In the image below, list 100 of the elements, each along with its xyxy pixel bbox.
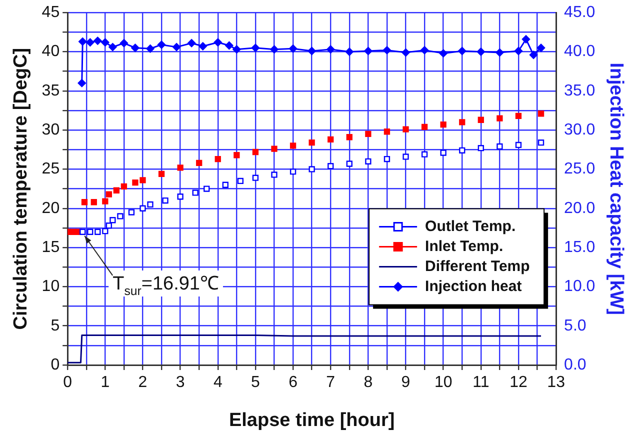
- point: [271, 146, 278, 152]
- point: [536, 44, 546, 52]
- point: [384, 156, 390, 162]
- point: [187, 39, 196, 48]
- y-tick-label: 40: [42, 43, 60, 60]
- point: [365, 130, 372, 138]
- x-tick-label: 2: [138, 374, 148, 392]
- point: [110, 217, 116, 224]
- y-tick-label: 0: [50, 356, 60, 374]
- y-tick-label: 25: [42, 160, 60, 178]
- point: [476, 48, 486, 56]
- point: [158, 170, 165, 177]
- point: [234, 152, 240, 158]
- y-tick-label: 10: [42, 278, 60, 296]
- point: [232, 45, 241, 54]
- point: [364, 46, 372, 56]
- x-tick-label: 4: [213, 374, 222, 392]
- point: [346, 134, 352, 140]
- point: [402, 48, 410, 57]
- x-tick-label: 10: [434, 374, 452, 392]
- point: [271, 172, 278, 178]
- point: [108, 42, 117, 52]
- point: [251, 44, 260, 52]
- point: [120, 39, 128, 48]
- point: [90, 199, 97, 206]
- point: [440, 122, 446, 128]
- point: [346, 160, 352, 167]
- point: [106, 191, 112, 198]
- y2-tick-label: 0.0: [564, 356, 586, 374]
- x-tick-label: 5: [251, 374, 260, 392]
- point: [478, 116, 484, 123]
- point: [94, 228, 101, 235]
- point: [106, 222, 112, 229]
- y2-tick-label: 25.0: [564, 160, 596, 178]
- x-tick-label: 1: [100, 374, 110, 392]
- y-tick-label: 15: [42, 238, 60, 256]
- x-tick-label: 11: [472, 374, 490, 392]
- point: [146, 44, 154, 53]
- point: [270, 45, 278, 54]
- point: [225, 41, 234, 50]
- point: [113, 187, 120, 194]
- point: [102, 228, 108, 234]
- y-tick-label: 45: [42, 4, 60, 22]
- point: [308, 166, 315, 172]
- point: [81, 199, 88, 206]
- point: [421, 151, 428, 158]
- point: [288, 44, 298, 53]
- point: [140, 205, 146, 212]
- point: [198, 42, 207, 50]
- point: [382, 46, 392, 54]
- x-tick-label: 6: [288, 374, 298, 392]
- point: [252, 148, 259, 156]
- y-tick-label: 20: [42, 200, 60, 217]
- point: [496, 115, 503, 122]
- point: [80, 228, 86, 235]
- x-tick-label: 13: [547, 374, 566, 392]
- legend-label: Inlet Temp.: [425, 238, 504, 255]
- y-axis-title: Circulation temperature [DegC]: [10, 48, 32, 330]
- point: [478, 145, 484, 152]
- point: [78, 37, 87, 46]
- point: [496, 48, 504, 57]
- point: [308, 46, 316, 56]
- y2-axis-title: Injection Heat capacity [kW]: [605, 62, 626, 315]
- point: [308, 140, 315, 146]
- point: [290, 168, 296, 175]
- y-tick-label: 5: [50, 317, 60, 334]
- y2-tick-label: 20.0: [564, 200, 596, 217]
- point: [459, 119, 466, 126]
- point: [290, 142, 296, 149]
- point: [70, 228, 76, 235]
- point: [147, 201, 154, 208]
- point: [529, 50, 538, 59]
- point: [439, 49, 448, 58]
- point: [538, 140, 544, 146]
- point: [214, 38, 222, 46]
- y2-tick-label: 5.0: [564, 317, 586, 334]
- point: [132, 179, 138, 186]
- legend-label: Outlet Temp.: [425, 218, 516, 235]
- point: [496, 143, 503, 150]
- point: [157, 40, 166, 49]
- y2-tick-label: 35.0: [564, 82, 596, 100]
- x-tick-label: 0: [63, 374, 72, 392]
- point: [515, 112, 522, 120]
- y2-tick-label: 30.0: [564, 121, 596, 138]
- legend-label: Different Temp: [425, 258, 530, 275]
- y-tick-label: 35: [42, 82, 60, 100]
- point: [345, 48, 354, 56]
- point: [86, 38, 94, 46]
- y-tick-label: 30: [42, 121, 60, 138]
- point: [440, 150, 446, 156]
- point: [328, 163, 334, 170]
- point: [102, 198, 108, 204]
- legend-label: Injection heat: [425, 278, 522, 295]
- point: [538, 110, 544, 117]
- point: [514, 46, 523, 56]
- point: [420, 46, 429, 54]
- x-tick-label: 3: [176, 374, 185, 392]
- point: [192, 190, 198, 196]
- point: [131, 44, 140, 52]
- point: [402, 126, 409, 132]
